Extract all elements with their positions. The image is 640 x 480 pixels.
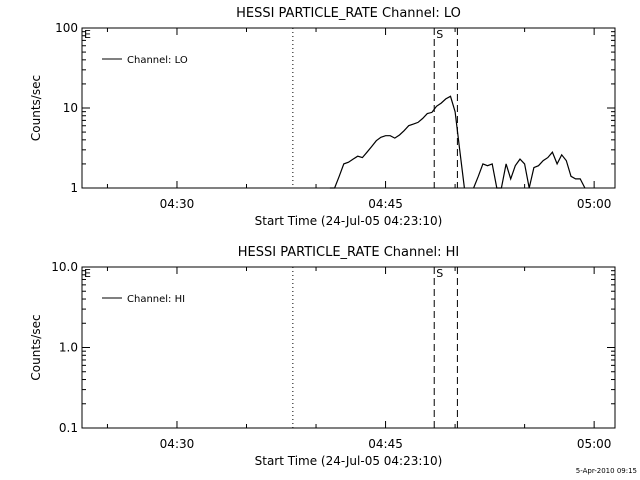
x-tick-label: 05:00: [577, 197, 612, 211]
marker-label: E: [84, 267, 91, 280]
y-axis-label: Counts/sec: [29, 75, 43, 141]
legend-label: Channel: LO: [127, 55, 188, 66]
x-tick-label: 04:45: [368, 437, 403, 451]
x-axis-label: Start Time (24-Jul-05 04:23:10): [255, 214, 443, 228]
footer-timestamp: 5-Apr-2010 09:15: [576, 467, 637, 475]
y-tick-label: 1.0: [59, 341, 78, 355]
series-line: [329, 95, 465, 189]
y-tick-label: 10: [63, 101, 78, 115]
x-tick-label: 04:45: [368, 197, 403, 211]
y-tick-label: 100: [55, 21, 78, 35]
chart-panel-hi: HESSI PARTICLE_RATE Channel: HI Start Tim…: [29, 245, 616, 468]
plot-frame: [81, 27, 616, 189]
marker-label: S: [436, 267, 443, 280]
legend-label: Channel: HI: [127, 294, 185, 305]
series-line: [473, 151, 586, 189]
marker-label: E: [84, 28, 91, 41]
x-tick-label: 05:00: [577, 437, 612, 451]
x-tick-label: 04:30: [160, 437, 195, 451]
chart-panel-lo: HESSI PARTICLE_RATE Channel: LO Start Tim…: [29, 6, 616, 228]
y-tick-label: 10.0: [51, 260, 78, 274]
plot-frame: [81, 266, 616, 429]
y-tick-label: 1: [70, 181, 78, 195]
x-tick-label: 04:30: [160, 197, 195, 211]
y-axis-label: Counts/sec: [29, 314, 43, 380]
x-axis-label: Start Time (24-Jul-05 04:23:10): [255, 454, 443, 468]
chart-title: HESSI PARTICLE_RATE Channel: LO: [236, 6, 461, 21]
y-tick-label: 0.1: [59, 421, 78, 435]
chart-title: HESSI PARTICLE_RATE Channel: HI: [238, 245, 459, 260]
marker-label: S: [436, 28, 443, 41]
